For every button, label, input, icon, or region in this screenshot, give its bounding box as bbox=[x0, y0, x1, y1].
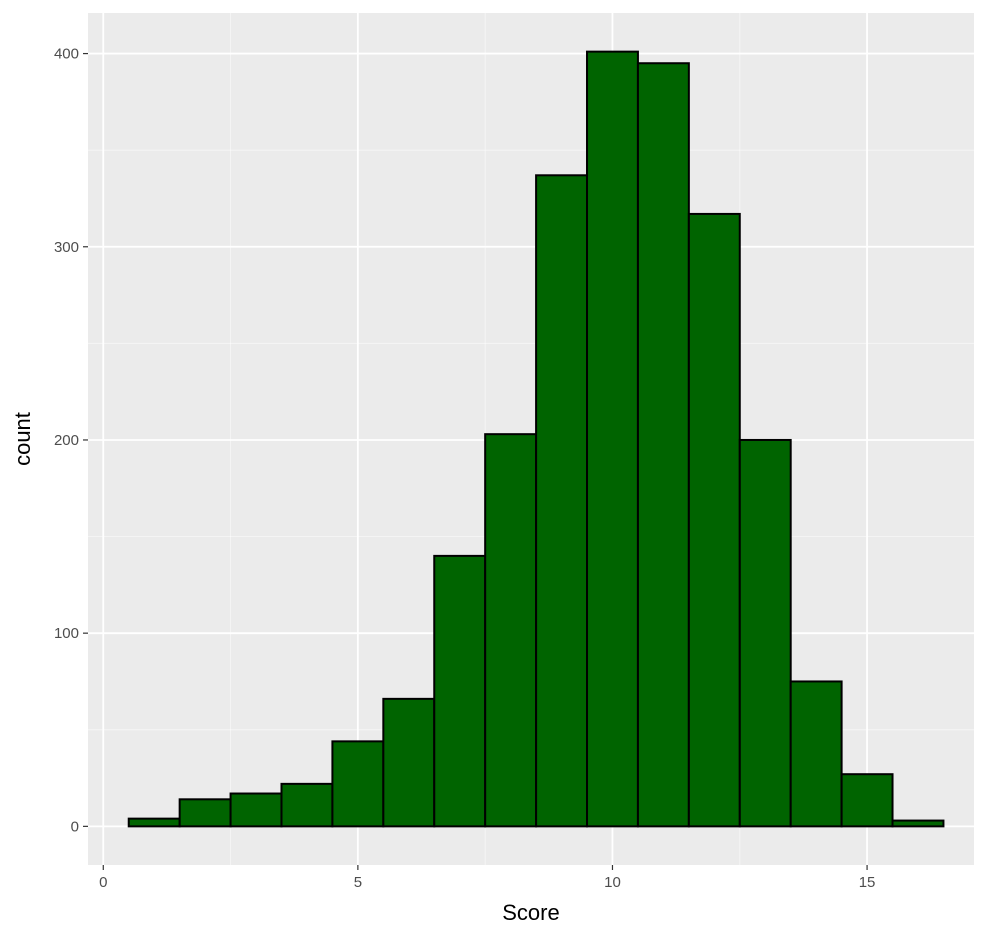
histogram-bar bbox=[636, 62, 690, 828]
histogram-bar bbox=[586, 50, 639, 828]
y-tick-label: 400 bbox=[54, 46, 79, 63]
histogram-bar bbox=[789, 680, 843, 828]
y-tick-label: 200 bbox=[54, 432, 79, 449]
y-axis: 0 100 200 300 400 bbox=[54, 46, 88, 835]
x-tick-label: 0 bbox=[99, 874, 107, 891]
histogram-bar bbox=[535, 174, 589, 828]
histogram-bar bbox=[687, 212, 741, 828]
histogram-bar bbox=[229, 792, 283, 828]
x-tick-label: 15 bbox=[859, 874, 876, 891]
y-tick-label: 0 bbox=[71, 818, 79, 835]
histogram-bar bbox=[433, 554, 487, 828]
x-tick-label: 10 bbox=[604, 874, 621, 891]
x-axis: 0 5 10 15 bbox=[99, 865, 875, 891]
histogram-bar bbox=[127, 817, 181, 828]
bars bbox=[127, 50, 945, 828]
histogram-bar bbox=[331, 740, 385, 828]
histogram-bar bbox=[840, 773, 894, 828]
x-tick-label: 5 bbox=[354, 874, 362, 891]
histogram-bar bbox=[178, 798, 232, 828]
y-axis-title: count bbox=[10, 412, 35, 466]
histogram-bar bbox=[382, 697, 436, 828]
y-tick-label: 100 bbox=[54, 625, 79, 642]
y-tick-label: 300 bbox=[54, 239, 79, 256]
x-axis-title: Score bbox=[502, 900, 559, 925]
histogram-bar bbox=[891, 819, 945, 828]
histogram-bar bbox=[738, 438, 792, 828]
histogram-bar bbox=[280, 782, 334, 828]
histogram-bar bbox=[484, 433, 538, 828]
